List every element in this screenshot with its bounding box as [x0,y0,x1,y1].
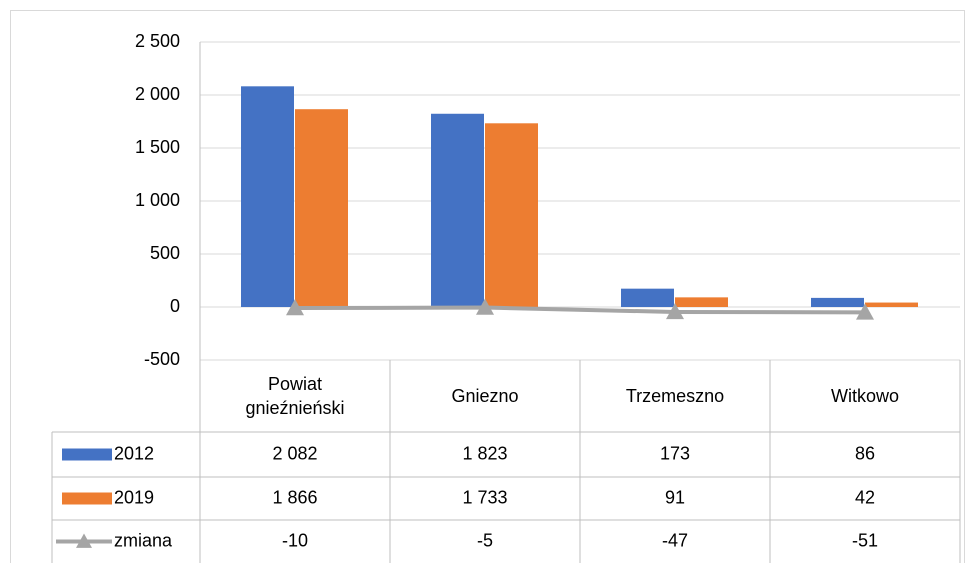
legend-swatch [62,448,112,461]
bar [241,86,294,307]
y-tick-label: 2 000 [135,84,180,104]
y-tick-label: 2 500 [135,31,180,51]
x-tick-label: Trzemeszno [580,360,770,432]
legend-label: zmiana [114,530,173,550]
table-value: 91 [665,487,685,507]
legend-label: 2019 [114,487,154,507]
category-text: Witkowo [830,386,899,406]
x-tick-label: Powiat gnieźnieński [200,360,390,432]
legend-label: 2012 [114,443,154,463]
category-text: Powiat gnieźnieński [245,374,345,418]
marker [666,302,684,320]
table-value: 1 866 [272,487,317,507]
table-value: 86 [855,443,875,463]
legend-marker [76,533,92,548]
bar [295,109,348,307]
y-tick-label: 500 [150,243,180,263]
bar [431,113,484,308]
table-value: 42 [855,487,875,507]
x-tick-label: Gniezno [390,360,580,432]
table-value: 1 823 [462,443,507,463]
bar [621,288,674,307]
table-value: -51 [852,530,878,550]
marker [476,298,494,315]
y-tick-label: 0 [170,296,180,316]
table-value: -10 [282,530,308,550]
chart-frame [10,10,965,563]
marker [856,303,874,320]
x-tick-label: Witkowo [770,360,960,432]
legend-swatch [62,492,112,505]
table-value: -47 [662,530,688,550]
y-tick-label: 1 000 [135,190,180,210]
bar [485,123,538,307]
line [294,305,866,315]
table-value: -5 [477,530,493,550]
marker [286,299,304,316]
table-value: 1 733 [462,487,507,507]
bar [811,297,864,307]
table-value: 2 082 [272,443,317,463]
category-text: Trzemeszno [625,386,725,406]
table-value: 173 [660,443,690,463]
category-text: Gniezno [451,386,519,406]
bar [675,297,728,307]
bar [865,302,918,307]
y-tick-label: 1 500 [135,137,180,157]
y-tick-label: -500 [144,349,180,369]
